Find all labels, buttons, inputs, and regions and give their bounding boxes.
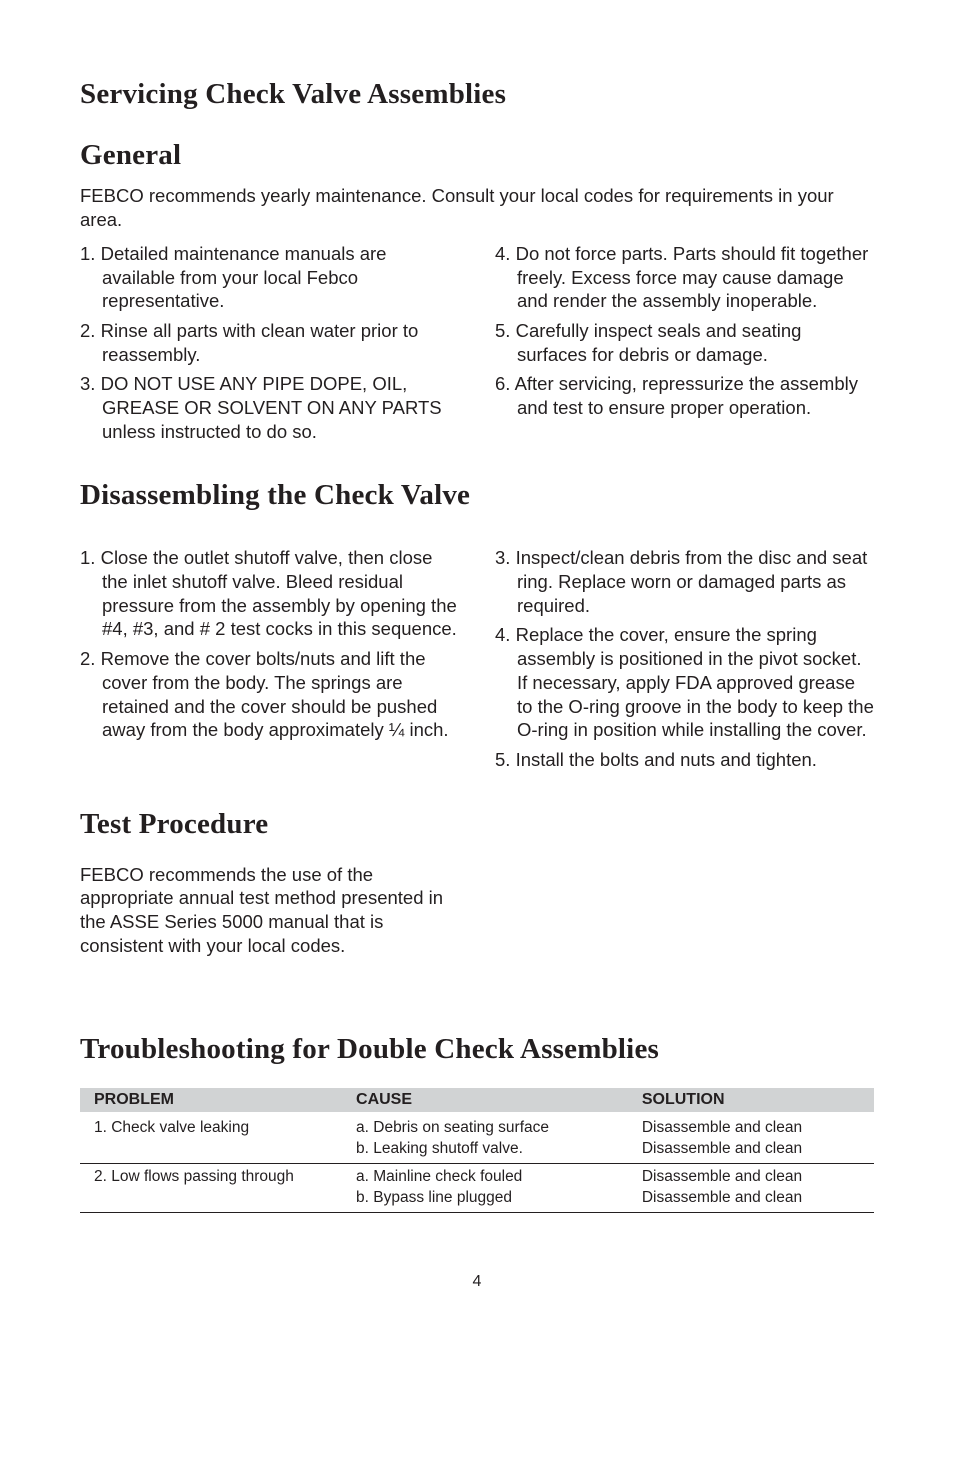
- list-item: Close the outlet shutoff valve, then clo…: [80, 546, 459, 641]
- heading-general: General: [80, 139, 874, 172]
- general-list-left: Detailed maintenance manuals are availab…: [80, 242, 459, 443]
- disassembling-list-left: Close the outlet shutoff valve, then clo…: [80, 546, 459, 741]
- test-block: FEBCO recommends the use of the appropri…: [80, 863, 460, 958]
- th-solution: SOLUTION: [628, 1088, 874, 1112]
- td-cause: a. Debris on seating surfaceb. Leaking s…: [342, 1112, 628, 1163]
- test-body: FEBCO recommends the use of the appropri…: [80, 863, 460, 958]
- disassembling-list-right: Inspect/clean debris from the disc and s…: [495, 546, 874, 771]
- troubleshooting-table: PROBLEM CAUSE SOLUTION 1. Check valve le…: [80, 1088, 874, 1213]
- heading-servicing: Servicing Check Valve Assemblies: [80, 78, 874, 111]
- heading-troubleshooting: Troubleshooting for Double Check Assembl…: [80, 1033, 874, 1066]
- heading-disassembling: Disassembling the Check Valve: [80, 479, 874, 512]
- general-columns: Detailed maintenance manuals are availab…: [80, 242, 874, 449]
- list-item: Replace the cover, ensure the spring ass…: [495, 623, 874, 741]
- table-row: 2. Low flows passing through a. Mainline…: [80, 1164, 874, 1213]
- td-solution: Disassemble and cleanDisassemble and cle…: [628, 1164, 874, 1213]
- list-item: Carefully inspect seals and seating surf…: [495, 319, 874, 366]
- list-item: Do not force parts. Parts should fit tog…: [495, 242, 874, 313]
- th-problem: PROBLEM: [80, 1088, 342, 1112]
- page: Servicing Check Valve Assemblies General…: [0, 0, 954, 1331]
- table-row: 1. Check valve leaking a. Debris on seat…: [80, 1112, 874, 1163]
- list-item: After servicing, repressurize the assemb…: [495, 372, 874, 419]
- th-cause: CAUSE: [342, 1088, 628, 1112]
- page-number: 4: [80, 1273, 874, 1291]
- disassembling-columns: Close the outlet shutoff valve, then clo…: [80, 546, 874, 777]
- general-intro: FEBCO recommends yearly maintenance. Con…: [80, 184, 874, 232]
- td-solution: Disassemble and cleanDisassemble and cle…: [628, 1112, 874, 1163]
- list-item: Remove the cover bolts/nuts and lift the…: [80, 647, 459, 742]
- list-item: Inspect/clean debris from the disc and s…: [495, 546, 874, 617]
- table-header-row: PROBLEM CAUSE SOLUTION: [80, 1088, 874, 1112]
- list-item: DO NOT USE ANY PIPE DOPE, OIL, GREASE OR…: [80, 372, 459, 443]
- list-item: Detailed maintenance manuals are availab…: [80, 242, 459, 313]
- list-item: Rinse all parts with clean water prior t…: [80, 319, 459, 366]
- td-problem: 1. Check valve leaking: [80, 1112, 342, 1163]
- heading-test: Test Procedure: [80, 808, 874, 841]
- td-problem: 2. Low flows passing through: [80, 1164, 342, 1213]
- general-list-right: Do not force parts. Parts should fit tog…: [495, 242, 874, 420]
- list-item: Install the bolts and nuts and tighten.: [495, 748, 874, 772]
- td-cause: a. Mainline check fouledb. Bypass line p…: [342, 1164, 628, 1213]
